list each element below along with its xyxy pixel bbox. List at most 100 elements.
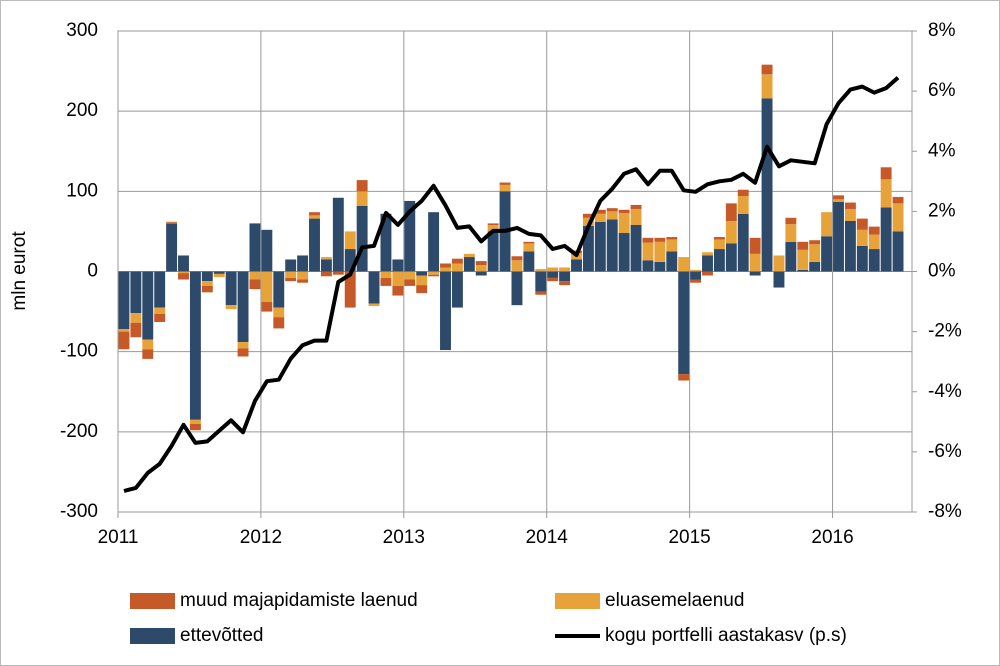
bar-segment [749, 253, 761, 272]
bar-segment [332, 271, 344, 275]
bar-segment [880, 179, 892, 208]
y2-tick-label: -6% [928, 441, 962, 462]
bar-segment [475, 271, 487, 276]
bar-segment [809, 261, 821, 272]
bar-segment [761, 74, 773, 99]
bar-segment [880, 207, 892, 272]
y2-tick-label: 4% [928, 140, 956, 161]
bar-segment [416, 275, 428, 286]
bar-segment [737, 213, 749, 272]
bar-segment [678, 271, 690, 375]
bar-segment [392, 271, 404, 286]
bar-segment [475, 261, 487, 266]
x-tick-label: 2011 [98, 527, 139, 548]
bar-segment [428, 274, 440, 277]
bar-segment [249, 271, 261, 280]
bar-segment [666, 239, 678, 252]
bar-segment [785, 217, 797, 225]
bar-segment [666, 251, 678, 272]
bar-segment [749, 271, 761, 276]
bar-segment [451, 258, 463, 264]
bar-segment [737, 196, 749, 214]
bar-segment [868, 234, 880, 250]
bar-segment [463, 257, 475, 272]
bar-segment [237, 342, 249, 349]
bar-segment [642, 260, 654, 272]
y2-tick-label: 6% [928, 80, 956, 101]
bar-segment [618, 233, 630, 272]
bar-segment [844, 208, 856, 221]
bar-segment [821, 236, 833, 272]
y2-tick-label: -2% [928, 321, 962, 342]
bar-segment [559, 267, 571, 272]
bar-segment [618, 209, 630, 213]
bar-segment [547, 267, 559, 272]
y-tick-label: 0 [87, 261, 98, 282]
y2-tick-label: 0% [928, 261, 956, 282]
bar-segment [856, 245, 868, 272]
bar-segment [797, 249, 809, 270]
bar-segment [142, 271, 154, 340]
bar-segment [833, 199, 844, 202]
bar-segment [713, 249, 725, 272]
bar-segment [297, 271, 309, 280]
bar-segment [201, 281, 213, 286]
bar-segment [309, 218, 320, 272]
bar-segment [523, 243, 535, 252]
bar-segment [225, 305, 237, 310]
bar-segment [320, 257, 332, 260]
bar-segment [297, 279, 309, 283]
bar-segment [178, 273, 189, 280]
y-tick-label: -300 [60, 501, 98, 522]
bar-segment [523, 251, 535, 272]
bar-segment [725, 203, 737, 221]
bar-segment [833, 201, 844, 272]
y2-tick-label: 8% [928, 20, 956, 41]
bar-segment [368, 303, 380, 306]
bar-segment [225, 271, 237, 306]
bar-segment [428, 212, 440, 272]
bar-segment [320, 271, 332, 277]
bar-segment [380, 277, 392, 286]
bar-segment [773, 271, 785, 288]
bar-segment [440, 263, 451, 268]
bar-segment [297, 255, 309, 272]
bar-segment [547, 277, 559, 282]
bar-segment [594, 221, 606, 272]
bar-segment [737, 189, 749, 197]
bar-segment [809, 240, 821, 245]
bar-segment [344, 231, 356, 250]
bar-segment [678, 257, 690, 272]
bar-segment [130, 271, 142, 314]
bar-segment [285, 271, 297, 278]
bar-segment [154, 307, 166, 314]
bar-segment [821, 212, 833, 237]
bar-segment [189, 423, 201, 431]
y-tick-label: 100 [66, 180, 98, 201]
bar-segment [332, 197, 344, 272]
bar-segment [249, 279, 261, 290]
bar-segment [511, 271, 523, 306]
bar-segment [404, 279, 416, 286]
bar-segment [606, 208, 618, 212]
bar-segment [761, 64, 773, 75]
bar-segment [630, 208, 642, 226]
x-tick-label: 2013 [383, 527, 425, 548]
y-tick-label: -200 [60, 421, 98, 442]
bar-segment [118, 271, 130, 330]
bar-segment [856, 229, 868, 246]
bar-segment [833, 195, 844, 200]
bar-segment [404, 200, 416, 272]
bar-segment [654, 237, 666, 242]
bar-segment [690, 269, 702, 272]
bar-segment [499, 182, 511, 185]
bar-segment [356, 191, 368, 206]
bar-segment [285, 259, 297, 272]
bar-segment [880, 167, 892, 180]
bar-segment [702, 271, 713, 276]
bar-segment [166, 221, 178, 223]
bar-segment [451, 263, 463, 272]
bar-segment [189, 419, 201, 424]
bar-segment [309, 215, 320, 219]
bar-segment [130, 313, 142, 323]
